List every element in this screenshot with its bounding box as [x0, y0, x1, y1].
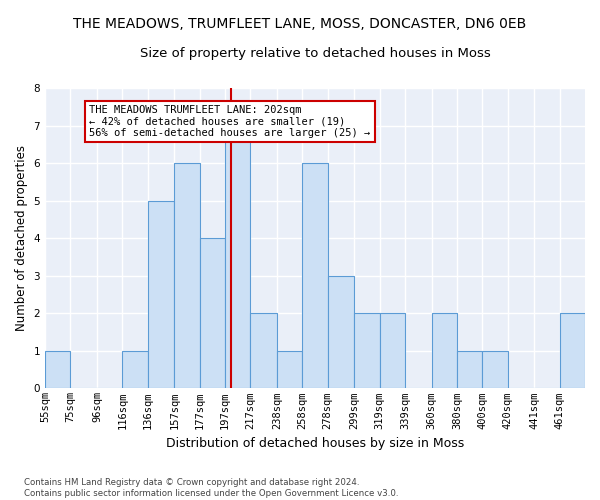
Text: THE MEADOWS, TRUMFLEET LANE, MOSS, DONCASTER, DN6 0EB: THE MEADOWS, TRUMFLEET LANE, MOSS, DONCA…	[73, 18, 527, 32]
Bar	[328, 276, 355, 388]
Bar	[560, 314, 585, 388]
Text: Contains HM Land Registry data © Crown copyright and database right 2024.
Contai: Contains HM Land Registry data © Crown c…	[24, 478, 398, 498]
Text: THE MEADOWS TRUMFLEET LANE: 202sqm
← 42% of detached houses are smaller (19)
56%: THE MEADOWS TRUMFLEET LANE: 202sqm ← 42%…	[89, 105, 371, 138]
Bar	[355, 314, 380, 388]
Bar	[250, 314, 277, 388]
Bar	[302, 163, 328, 388]
Bar	[148, 200, 175, 388]
Bar	[380, 314, 405, 388]
Bar	[200, 238, 225, 388]
Bar	[122, 351, 148, 389]
Y-axis label: Number of detached properties: Number of detached properties	[15, 145, 28, 331]
Bar	[225, 126, 250, 388]
Bar	[482, 351, 508, 389]
Bar	[457, 351, 482, 389]
Bar	[45, 351, 70, 389]
Bar	[175, 163, 200, 388]
Bar	[431, 314, 457, 388]
Title: Size of property relative to detached houses in Moss: Size of property relative to detached ho…	[140, 48, 490, 60]
X-axis label: Distribution of detached houses by size in Moss: Distribution of detached houses by size …	[166, 437, 464, 450]
Bar	[277, 351, 302, 389]
